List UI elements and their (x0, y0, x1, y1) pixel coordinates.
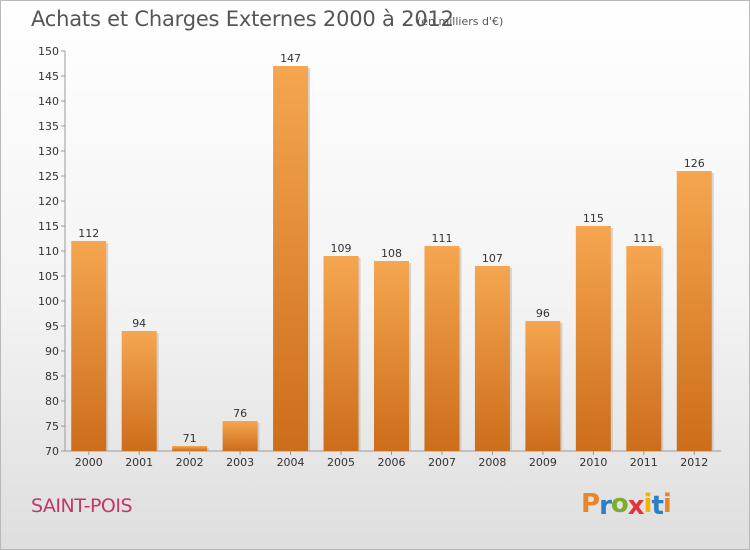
y-tick-label: 140 (38, 95, 59, 108)
logo-letter: r (599, 491, 612, 521)
data-label: 96 (536, 307, 550, 320)
data-label: 76 (233, 407, 247, 420)
data-label: 126 (684, 157, 705, 170)
y-tick-label: 115 (38, 220, 59, 233)
bar (676, 171, 712, 451)
y-tick-label: 100 (38, 295, 59, 308)
y-tick-label: 125 (38, 170, 59, 183)
logo-letter: t (651, 491, 663, 521)
x-tick-label: 2000 (75, 456, 103, 469)
y-tick-label: 120 (38, 195, 59, 208)
data-label: 108 (381, 247, 402, 260)
data-label: 111 (633, 232, 654, 245)
logo-letter: i (643, 489, 653, 519)
bar (424, 246, 460, 451)
x-tick-label: 2010 (579, 456, 607, 469)
chart-subtitle: (en milliers d'€) (417, 15, 504, 28)
commune-name: SAINT-POIS (31, 495, 133, 517)
x-tick-label: 2001 (125, 456, 153, 469)
x-tick-label: 2012 (680, 456, 708, 469)
x-tick-label: 2003 (226, 456, 254, 469)
data-label: 71 (183, 432, 197, 445)
x-tick-label: 2007 (428, 456, 456, 469)
y-tick-label: 70 (45, 445, 59, 458)
x-tick-label: 2009 (529, 456, 557, 469)
logo-letter: P (581, 489, 600, 519)
y-tick-label: 105 (38, 270, 59, 283)
bar (121, 331, 157, 451)
y-tick-label: 80 (45, 395, 59, 408)
x-tick-label: 2004 (277, 456, 305, 469)
data-label: 115 (583, 212, 604, 225)
bar (172, 446, 208, 451)
x-tick-label: 2011 (630, 456, 658, 469)
bar (575, 226, 611, 451)
bar (71, 241, 107, 451)
y-tick-label: 85 (45, 370, 59, 383)
x-tick-label: 2005 (327, 456, 355, 469)
bar (222, 421, 258, 451)
bar (626, 246, 662, 451)
logo-letter: x (627, 491, 645, 521)
bar (323, 256, 359, 451)
y-tick-label: 145 (38, 70, 59, 83)
proxiti-logo: Proxiti (581, 489, 672, 521)
data-label: 94 (132, 317, 146, 330)
y-tick-label: 135 (38, 120, 59, 133)
data-label: 111 (431, 232, 452, 245)
bar (525, 321, 561, 451)
bar (273, 66, 309, 451)
x-tick-label: 2006 (378, 456, 406, 469)
y-tick-label: 95 (45, 320, 59, 333)
data-label: 112 (78, 227, 99, 240)
y-tick-label: 90 (45, 345, 59, 358)
logo-letter: i (662, 489, 672, 519)
bar (374, 261, 409, 451)
x-tick-label: 2002 (176, 456, 204, 469)
y-tick-label: 130 (38, 145, 59, 158)
bar (474, 266, 510, 451)
y-tick-label: 110 (38, 245, 59, 258)
logo-letter: o (610, 489, 629, 519)
data-label: 109 (331, 242, 352, 255)
x-tick-label: 2008 (478, 456, 506, 469)
chart-title: Achats et Charges Externes 2000 à 2012 (31, 7, 454, 31)
y-tick-label: 150 (38, 45, 59, 58)
data-label: 107 (482, 252, 503, 265)
y-tick-label: 75 (45, 420, 59, 433)
data-label: 147 (280, 52, 301, 65)
